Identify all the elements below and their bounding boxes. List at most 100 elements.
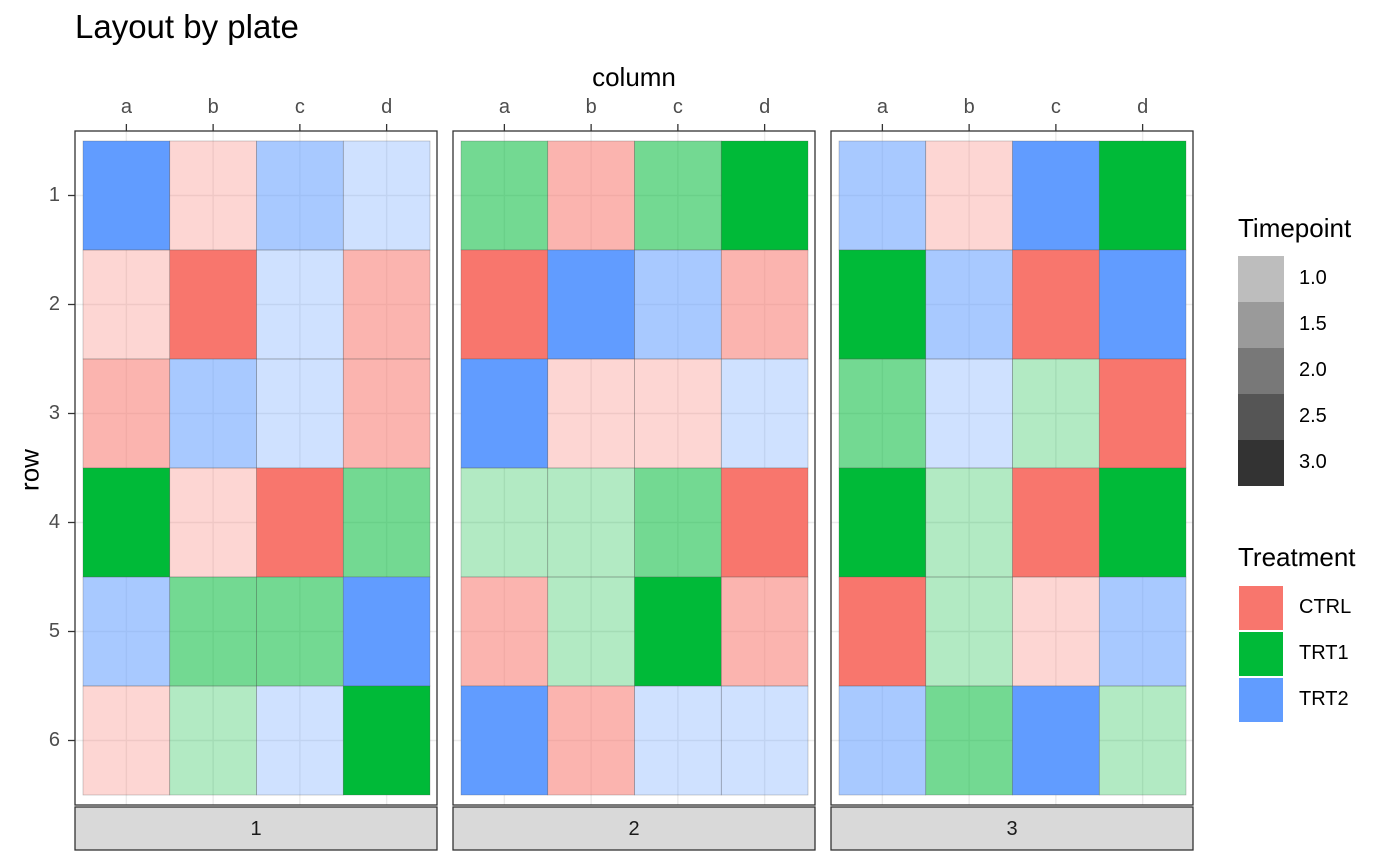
tile-1-4c [256, 467, 344, 578]
tile-1-4b [169, 467, 257, 578]
tile-2-3a [460, 358, 549, 469]
facet-strip-label: 1 [250, 818, 262, 840]
tile-1-6c [256, 685, 344, 796]
legend-label-treatment: TRT1 [1299, 642, 1349, 664]
tile-3-6a [838, 685, 927, 796]
y-tick-label: 2 [48, 292, 60, 315]
tile-3-5c [1012, 576, 1100, 687]
tile-3-3a [838, 358, 927, 469]
tile-2-2d [720, 249, 809, 360]
y-tick-label: 4 [48, 510, 60, 533]
legend-label-timepoint: 2.0 [1299, 359, 1327, 381]
tile-3-3d [1098, 358, 1187, 469]
tile-1-6b [169, 685, 257, 796]
facet-strip [452, 806, 816, 851]
tile-3-1a [838, 140, 927, 251]
legend-key-timepoint [1238, 440, 1284, 486]
tile-2-4c [634, 467, 722, 578]
tile-2-1b [547, 140, 635, 251]
x-axis-title: column [592, 62, 676, 92]
tile-3-1c [1012, 140, 1100, 251]
tile-1-2d [342, 249, 431, 360]
chart-title: Layout by plate [75, 8, 299, 45]
legend-key-timepoint [1238, 256, 1284, 302]
tile-2-5a [460, 576, 549, 687]
tile-2-4b [547, 467, 635, 578]
tile-3-2d [1098, 249, 1187, 360]
tile-2-1d [720, 140, 809, 251]
tile-3-4c [1012, 467, 1100, 578]
y-tick-label: 3 [48, 401, 60, 424]
tile-2-6d [720, 685, 809, 796]
tile-3-2c [1012, 249, 1100, 360]
tile-3-2b [925, 249, 1013, 360]
tile-2-3b [547, 358, 635, 469]
x-tick-label: a [120, 96, 132, 118]
x-tick-label: b [585, 96, 597, 118]
tile-2-3c [634, 358, 722, 469]
tile-1-4a [82, 467, 171, 578]
legend-key-treatment [1238, 677, 1284, 723]
tile-2-5d [720, 576, 809, 687]
x-tick-label: d [759, 96, 771, 118]
x-tick-label: b [207, 96, 219, 118]
tile-3-4b [925, 467, 1013, 578]
tile-2-6c [634, 685, 722, 796]
tile-3-1d [1098, 140, 1187, 251]
x-tick-label: c [294, 96, 305, 118]
tile-1-1b [169, 140, 257, 251]
legend-label-treatment: CTRL [1299, 596, 1352, 618]
legend-label-timepoint: 2.5 [1299, 405, 1327, 427]
legend-key-treatment [1238, 585, 1284, 631]
facet-strip-label: 2 [628, 818, 640, 840]
tile-1-6d [342, 685, 431, 796]
tile-1-3c [256, 358, 344, 469]
tile-3-5d [1098, 576, 1187, 687]
legend-key-border [1238, 677, 1284, 723]
facet-strip [74, 806, 438, 851]
legend-label-treatment: TRT2 [1299, 688, 1349, 710]
x-tick-label: c [1050, 96, 1061, 118]
tile-1-1d [342, 140, 431, 251]
legend-label-timepoint: 1.0 [1299, 267, 1327, 289]
tile-3-3c [1012, 358, 1100, 469]
tile-3-4d [1098, 467, 1187, 578]
y-tick-label: 6 [48, 728, 60, 751]
tile-2-5b [547, 576, 635, 687]
tile-1-4d [342, 467, 431, 578]
facet-strip-label: 3 [1006, 818, 1018, 840]
x-tick-label: d [1137, 96, 1149, 118]
x-tick-label: c [672, 96, 683, 118]
y-tick-label: 5 [48, 619, 60, 642]
panel-border [830, 130, 1194, 806]
tile-1-5a [82, 576, 171, 687]
tile-2-1a [460, 140, 549, 251]
x-tick-label: b [963, 96, 975, 118]
x-tick-label: d [381, 96, 393, 118]
legend-title-treatment: Treatment [1238, 542, 1356, 572]
y-tick-label: 1 [48, 183, 60, 206]
legend-key-border [1238, 585, 1284, 631]
facet-strip [830, 806, 1194, 851]
tile-3-2a [838, 249, 927, 360]
legend-label-timepoint: 1.5 [1299, 313, 1327, 335]
legend-key-timepoint [1238, 302, 1284, 348]
tile-1-3b [169, 358, 257, 469]
tile-1-1a [82, 140, 171, 251]
tile-1-2a [82, 249, 171, 360]
panel-border [74, 130, 438, 806]
tile-3-6c [1012, 685, 1100, 796]
legend-label-timepoint: 3.0 [1299, 451, 1327, 473]
tile-3-5b [925, 576, 1013, 687]
x-tick-label: a [876, 96, 888, 118]
legend-key-border [1238, 631, 1284, 677]
tile-1-3d [342, 358, 431, 469]
tile-3-4a [838, 467, 927, 578]
tile-1-6a [82, 685, 171, 796]
tile-2-6a [460, 685, 549, 796]
legend-key-timepoint [1238, 348, 1284, 394]
tile-2-4a [460, 467, 549, 578]
tile-1-5b [169, 576, 257, 687]
tile-2-6b [547, 685, 635, 796]
